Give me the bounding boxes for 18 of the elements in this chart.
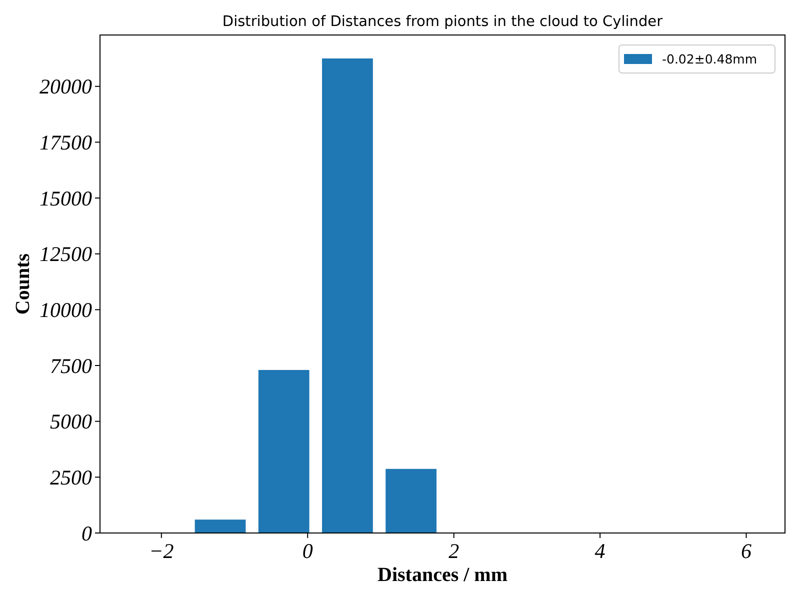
y-tick-label: 7500 (50, 354, 92, 378)
y-tick-label: 17500 (40, 130, 92, 155)
y-axis-title: Counts (12, 253, 34, 315)
x-tick-label: 6 (741, 539, 752, 563)
chart-title: Distribution of Distances from pionts in the cloud to Cylinder (222, 14, 663, 30)
x-tick-label: −2 (149, 539, 174, 563)
y-tick-label: 10000 (40, 298, 92, 322)
y-tick-label: 15000 (40, 186, 92, 210)
y-tick-label: 0 (82, 521, 92, 546)
x-tick-label: 4 (594, 539, 606, 563)
y-tick-label: 5000 (50, 410, 92, 434)
x-tick-label: 2 (448, 539, 460, 563)
y-tick-label: 12500 (40, 242, 92, 266)
y-tick-label: 2500 (50, 466, 92, 490)
x-axis-title: Distances / mm (378, 564, 508, 586)
legend-label: -0.02±0.48mm (662, 51, 758, 66)
x-tick-label: 0 (302, 539, 314, 563)
y-tick-label: 20000 (40, 74, 92, 99)
